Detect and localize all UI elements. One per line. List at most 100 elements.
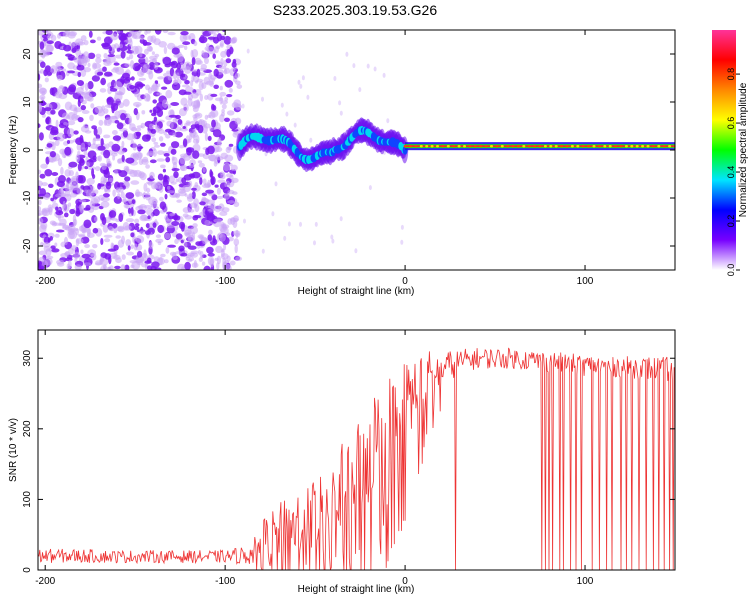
noise-blob xyxy=(154,30,162,35)
noise-blob xyxy=(91,168,95,177)
noise-blob xyxy=(153,141,159,145)
noise-blob xyxy=(133,108,138,116)
noise-blob xyxy=(219,91,227,97)
carrier-dot xyxy=(554,145,558,148)
noise-blob xyxy=(195,241,202,247)
noise-blob xyxy=(80,142,86,150)
noise-blob xyxy=(110,217,118,221)
noise-blob xyxy=(76,187,83,195)
noise-blob xyxy=(120,264,126,270)
noise-blob xyxy=(44,169,53,177)
noise-blob xyxy=(235,256,243,262)
noise-blob xyxy=(186,147,195,153)
noise-blob xyxy=(110,242,114,250)
noise-blob xyxy=(121,154,125,163)
noise-blob xyxy=(209,126,213,132)
noise-blob xyxy=(125,166,129,172)
noise-blob xyxy=(46,44,54,53)
noise-blob xyxy=(358,87,362,93)
noise-blob xyxy=(214,184,219,188)
noise-blob xyxy=(73,251,81,259)
noise-blob xyxy=(83,67,92,73)
noise-blob xyxy=(144,48,149,55)
noise-blob xyxy=(120,113,127,121)
noise-blob xyxy=(39,173,46,179)
noise-blob xyxy=(104,104,113,108)
noise-blob xyxy=(187,245,197,250)
noise-blob xyxy=(41,208,48,216)
noise-blob xyxy=(206,46,214,52)
noise-blob xyxy=(64,146,72,156)
noise-blob xyxy=(261,96,264,102)
noise-blob xyxy=(80,249,84,255)
noise-blob xyxy=(160,164,166,169)
noise-blob xyxy=(167,244,177,248)
noise-blob xyxy=(313,240,316,246)
noise-blob xyxy=(200,120,208,127)
noise-blob xyxy=(197,160,203,164)
noise-blob xyxy=(182,138,188,148)
noise-blob xyxy=(175,233,183,240)
noise-blob xyxy=(71,47,77,53)
carrier-dot xyxy=(538,145,542,148)
noise-blob xyxy=(183,241,188,248)
noise-blob xyxy=(373,66,377,72)
noise-blob xyxy=(132,62,141,72)
noise-blob xyxy=(90,185,95,192)
noise-blob xyxy=(208,208,215,212)
noise-blob xyxy=(103,234,113,238)
noise-blob xyxy=(139,52,143,58)
noise-blob xyxy=(100,238,104,245)
noise-blob xyxy=(382,72,386,78)
noise-blob xyxy=(210,109,219,118)
noise-blob xyxy=(54,139,60,147)
noise-blob xyxy=(236,84,243,89)
noise-blob xyxy=(80,125,90,133)
noise-blob xyxy=(184,45,188,50)
noise-blob xyxy=(152,82,158,91)
noise-blob xyxy=(229,46,234,55)
noise-blob xyxy=(209,154,218,162)
noise-blob xyxy=(104,117,112,127)
carrier-dot xyxy=(409,145,412,148)
noise-blob xyxy=(211,119,216,128)
noise-blob xyxy=(224,117,230,123)
noise-blob xyxy=(104,189,111,193)
noise-blob xyxy=(171,47,180,55)
noise-blob xyxy=(192,143,201,153)
noise-blob xyxy=(214,60,221,65)
noise-blob xyxy=(72,222,77,227)
noise-blob xyxy=(155,238,164,243)
carrier-dot xyxy=(641,145,645,148)
noise-blob xyxy=(41,91,46,96)
noise-blob xyxy=(171,193,181,198)
noise-blob xyxy=(169,251,177,256)
noise-blob xyxy=(189,120,199,125)
noise-blob xyxy=(102,224,109,233)
noise-blob xyxy=(54,193,63,198)
noise-blob xyxy=(44,257,53,266)
colorbar-tick-label: 0.8 xyxy=(726,68,736,81)
noise-blob xyxy=(203,76,210,85)
noise-blob xyxy=(243,218,246,224)
y-tick-label-spectrogram: 10 xyxy=(22,96,33,108)
noise-blob xyxy=(132,142,138,151)
noise-blob xyxy=(43,236,51,244)
noise-blob xyxy=(102,43,111,50)
noise-blob xyxy=(117,193,121,200)
colorbar-gradient xyxy=(712,30,736,270)
noise-blob xyxy=(77,233,86,237)
noise-blob xyxy=(68,161,78,168)
noise-blob xyxy=(107,248,117,252)
noise-blob xyxy=(164,63,171,68)
noise-blob xyxy=(51,248,60,253)
noise-blob xyxy=(101,163,107,170)
noise-blob xyxy=(78,199,87,203)
carrier-dot xyxy=(657,145,661,148)
noise-blob xyxy=(105,30,113,36)
noise-blob xyxy=(157,224,165,234)
noise-blob xyxy=(56,74,63,81)
noise-blob xyxy=(133,169,142,178)
noise-blob xyxy=(75,227,79,236)
noise-blob xyxy=(148,59,157,63)
